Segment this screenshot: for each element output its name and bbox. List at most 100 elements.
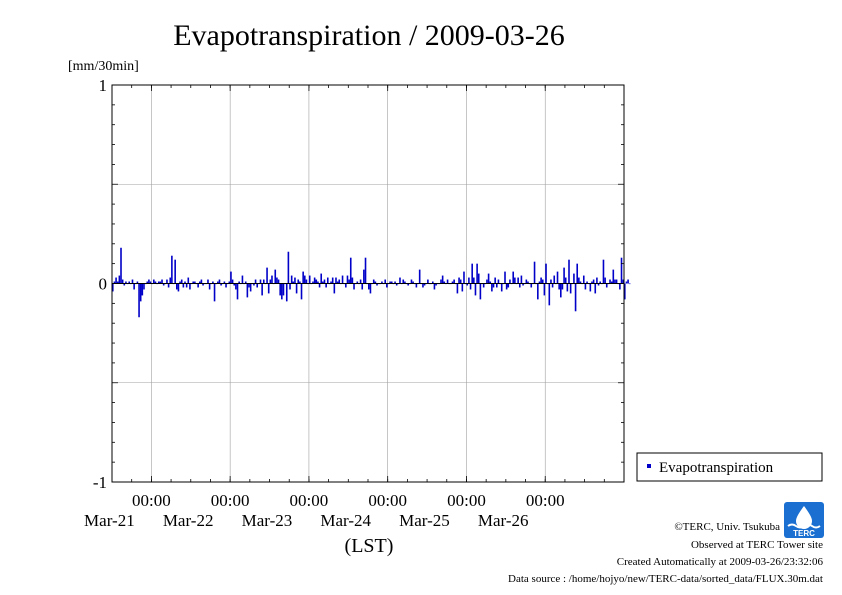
y-tick-label: 1 (99, 76, 108, 95)
evapotranspiration-bar (297, 279, 300, 284)
evapotranspiration-bar (564, 277, 567, 284)
evapotranspiration-bar (625, 281, 628, 284)
evapotranspiration-bar (520, 275, 523, 284)
evapotranspiration-bar (422, 283, 424, 288)
evapotranspiration-bar (212, 281, 214, 284)
evapotranspiration-bar (176, 283, 178, 290)
x-tick-date-label: Mar-25 (399, 511, 450, 530)
evapotranspiration-bar (395, 283, 398, 286)
evapotranspiration-bar (236, 283, 239, 300)
evapotranspiration-bar (361, 283, 364, 290)
evapotranspiration-bar (118, 275, 121, 284)
evapotranspiration-bar (566, 283, 569, 292)
evapotranspiration-bar (614, 279, 616, 284)
evapotranspiration-bar (269, 279, 272, 284)
evapotranspiration-bar (295, 283, 298, 294)
evapotranspiration-bar (331, 277, 334, 284)
evapotranspiration-bar (389, 281, 391, 284)
evapotranspiration-bar (217, 281, 219, 284)
data-source-text: Data source : /home/hojyo/new/TERC-data/… (508, 573, 823, 585)
terc-logo-icon: TERC (784, 502, 824, 538)
evapotranspiration-bar (410, 279, 413, 284)
evapotranspiration-bar (374, 281, 377, 284)
evapotranspiration-bar (208, 283, 211, 290)
evapotranspiration-bar (596, 277, 598, 284)
evapotranspiration-bar (610, 281, 613, 284)
evapotranspiration-bar (369, 283, 372, 294)
evapotranspiration-bar (348, 279, 350, 284)
evapotranspiration-bar (317, 281, 319, 284)
evapotranspiration-bar (249, 283, 252, 292)
evapotranspiration-bar (120, 247, 122, 284)
evapotranspiration-bar (576, 263, 579, 284)
evapotranspiration-bar (154, 281, 157, 284)
evapotranspiration-bar (620, 257, 623, 284)
evapotranspiration-bar (333, 283, 336, 294)
evapotranspiration-bar (246, 283, 249, 298)
evapotranspiration-bar (466, 283, 469, 286)
evapotranspiration-bar (418, 269, 421, 284)
evapotranspiration-bar (540, 277, 542, 284)
evapotranspiration-bar (179, 281, 181, 284)
evapotranspiration-bar (290, 275, 293, 284)
evapotranspiration-bar (578, 277, 580, 284)
evapotranspiration-bar (131, 279, 134, 284)
evapotranspiration-bar (589, 283, 592, 292)
evapotranspiration-bar (473, 277, 475, 284)
evapotranspiration-bar (330, 281, 332, 284)
y-axis-unit-label: [mm/30min] (68, 59, 139, 74)
evapotranspiration-bar (338, 279, 341, 284)
evapotranspiration-bar (336, 281, 339, 284)
evapotranspiration-bar (518, 283, 521, 288)
evapotranspiration-bar (133, 283, 135, 290)
y-tick-label: 0 (99, 275, 108, 294)
evapotranspiration-bar (267, 283, 270, 294)
evapotranspiration-bar (197, 283, 199, 288)
evapotranspiration-bar (225, 283, 227, 288)
evapotranspiration-bar (166, 279, 168, 284)
evapotranspiration-bar (627, 279, 629, 284)
evapotranspiration-bar (153, 279, 155, 284)
evapotranspiration-bar (489, 281, 492, 284)
evapotranspiration-bar (563, 267, 565, 284)
evapotranspiration-bar (446, 279, 449, 284)
evapotranspiration-bar (476, 263, 478, 284)
evapotranspiration-bar (177, 283, 180, 292)
evapotranspiration-bar (586, 281, 588, 284)
evapotranspiration-bar (281, 283, 283, 300)
evapotranspiration-bar (213, 283, 216, 302)
evapotranspiration-bar (259, 279, 262, 284)
evapotranspiration-bar (514, 277, 516, 284)
evapotranspiration-bar (456, 283, 459, 294)
evapotranspiration-bar (504, 271, 506, 284)
evapotranspiration-bar (368, 283, 370, 290)
evapotranspiration-bar (584, 283, 587, 290)
evapotranspiration-bar (459, 279, 462, 284)
evapotranspiration-bar (274, 269, 277, 284)
evapotranspiration-bar (558, 283, 560, 290)
evapotranspiration-bar (182, 283, 185, 288)
evapotranspiration-bar (123, 283, 126, 286)
evapotranspiration-bar (550, 279, 552, 284)
chart-title: Evapotranspiration / 2009-03-26 (173, 19, 565, 52)
evapotranspiration-bar (116, 281, 119, 284)
evapotranspiration-bar (482, 283, 485, 288)
evapotranspiration-bar (602, 259, 605, 284)
evapotranspiration-bar (256, 283, 259, 288)
evapotranspiration-bar (323, 279, 326, 284)
evapotranspiration-bar (399, 277, 401, 284)
series-bars (112, 247, 631, 318)
x-axis-tick-labels: 00:00Mar-2100:00Mar-2200:00Mar-2300:00Ma… (84, 491, 565, 530)
evapotranspiration-bar (194, 281, 196, 284)
evapotranspiration-bar (356, 281, 359, 284)
evapotranspiration-bar (574, 283, 577, 312)
evapotranspiration-bar (157, 281, 160, 284)
evapotranspiration-bar (318, 283, 321, 288)
evapotranspiration-bar (233, 283, 236, 286)
evapotranspiration-bar (302, 271, 304, 284)
x-tick-time-label: 00:00 (211, 491, 250, 510)
evapotranspiration-bar (404, 281, 406, 284)
x-tick-date-label: Mar-21 (84, 511, 135, 530)
legend-marker (647, 464, 651, 468)
evapotranspiration-bar (500, 283, 503, 292)
